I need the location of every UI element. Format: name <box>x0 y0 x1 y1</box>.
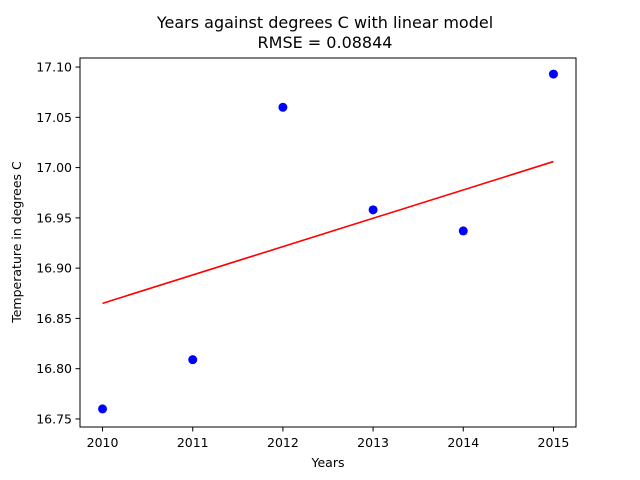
x-tick-label: 2013 <box>357 435 389 450</box>
x-axis: 2010 2011 2012 2013 2014 2015 <box>87 427 570 450</box>
y-tick-label: 16.85 <box>36 311 72 326</box>
data-point <box>98 404 108 414</box>
x-tick-label: 2010 <box>87 435 119 450</box>
chart-title: Years against degrees C with linear mode… <box>156 13 493 32</box>
series-layer <box>98 69 558 414</box>
x-axis-label: Years <box>311 455 345 470</box>
regression-line <box>102 160 554 305</box>
x-tick-label: 2015 <box>538 435 570 450</box>
plot-area <box>80 58 576 427</box>
y-tick-label: 16.90 <box>36 261 72 276</box>
plot-frame <box>79 57 577 428</box>
x-tick-label: 2014 <box>447 435 479 450</box>
data-point <box>188 355 198 365</box>
y-tick-label: 17.05 <box>36 110 72 125</box>
y-tick-label: 16.80 <box>36 361 72 376</box>
chart-subtitle: RMSE = 0.08844 <box>258 33 393 52</box>
data-point <box>278 102 288 112</box>
x-tick-label: 2011 <box>177 435 209 450</box>
data-point <box>368 205 378 215</box>
y-axis: 16.75 16.80 16.85 16.90 16.95 17.00 17.05 17.10 <box>36 60 80 426</box>
x-tick-label: 2012 <box>267 435 299 450</box>
data-point <box>548 69 558 79</box>
y-axis-label: Temperature in degrees C <box>9 161 24 324</box>
y-tick-label: 17.10 <box>36 60 72 75</box>
data-point <box>458 226 468 236</box>
y-tick-label: 17.00 <box>36 160 72 175</box>
y-tick-label: 16.75 <box>36 411 72 426</box>
y-tick-label: 16.95 <box>36 210 72 225</box>
